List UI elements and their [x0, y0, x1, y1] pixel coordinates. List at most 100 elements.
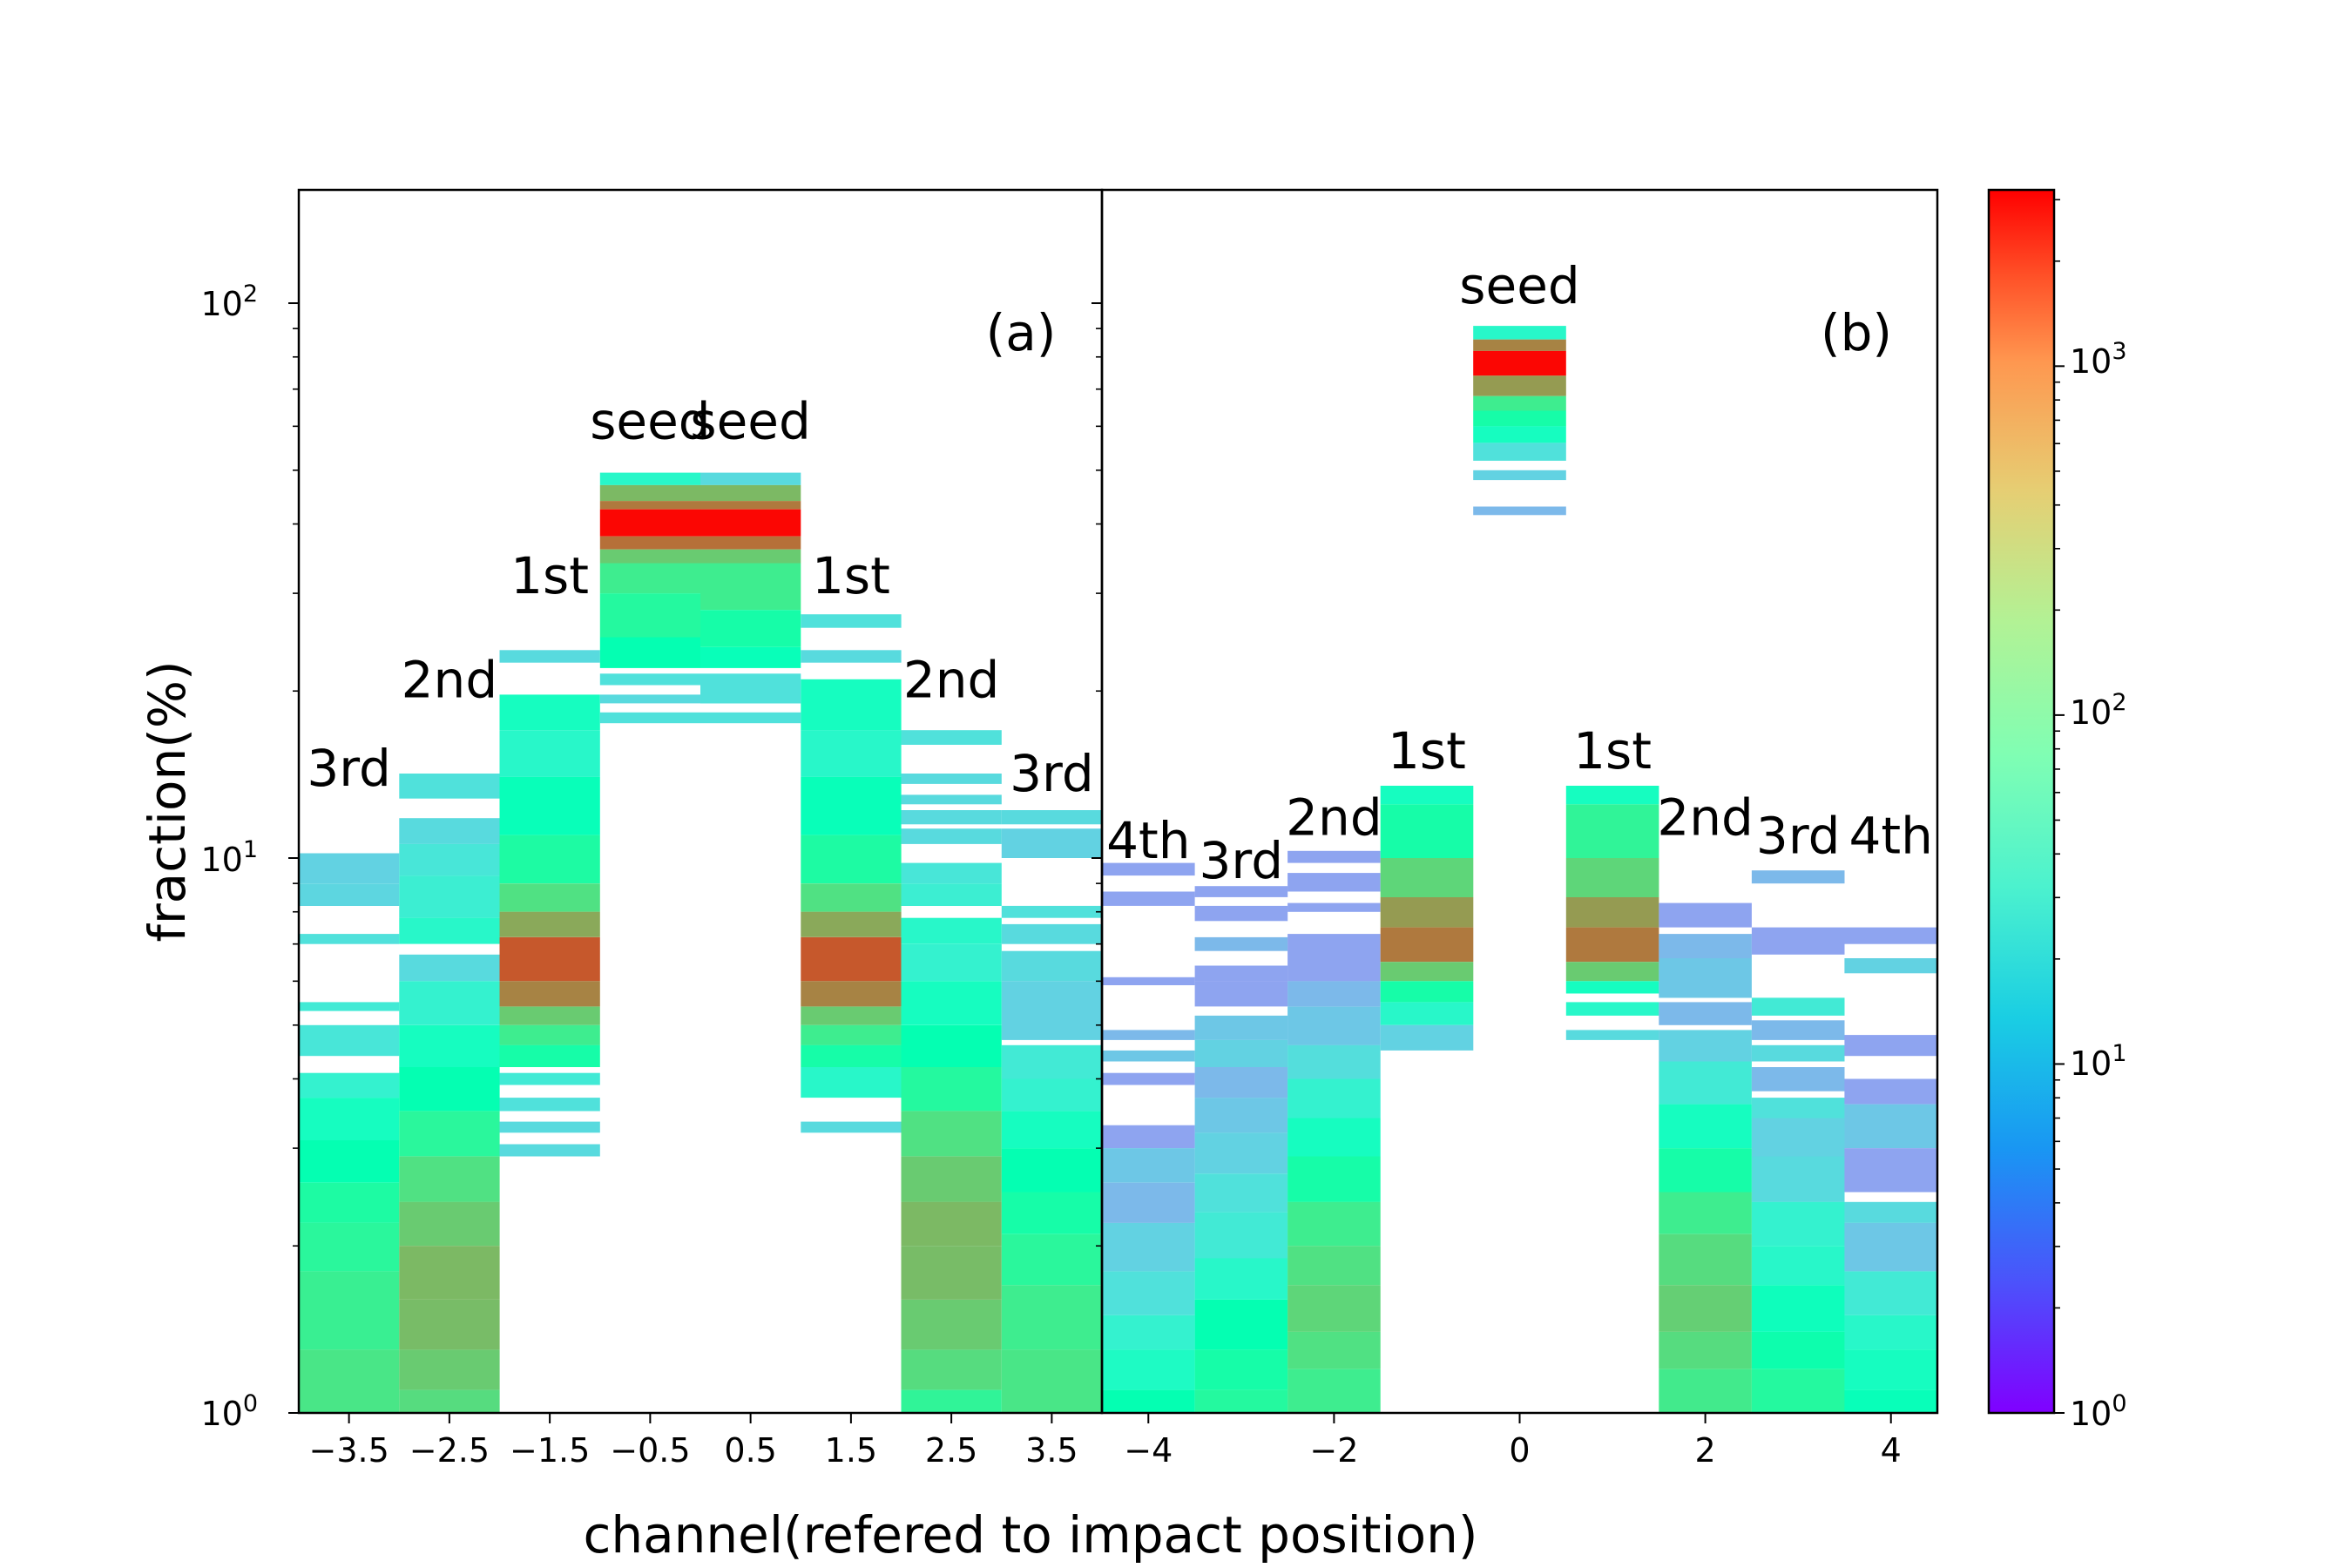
panel-b-cell-col2-seg13 — [1288, 1331, 1381, 1369]
colorbar-tick-label: 102 — [2070, 689, 2127, 732]
panel-b-cell-col0-seg6 — [1102, 1125, 1195, 1149]
panel-b-cell-col5-seg0 — [1565, 786, 1659, 805]
panel-b-cell-col3-seg5 — [1380, 962, 1474, 982]
panel-b-cell-col2-seg11 — [1288, 1246, 1381, 1286]
panel-a-cell-col0-seg4 — [299, 1024, 400, 1057]
panel-b-column-label: 2nd — [1657, 788, 1753, 848]
panel-b-cell-col4-seg1 — [1473, 339, 1566, 351]
panel-a-cell-col0-seg2 — [299, 934, 400, 944]
panel-b-cell-col3-seg6 — [1380, 981, 1474, 1003]
panel-b-cell-col0-seg7 — [1102, 1148, 1195, 1183]
panel-a-cell-col6-seg10 — [901, 1024, 1002, 1067]
panel-a-cell-col0-seg7 — [299, 1140, 400, 1183]
panel-b-column-label: 4th — [1848, 807, 1932, 866]
panel-b-cell-col2-seg7 — [1288, 1078, 1381, 1119]
panel-b-cell-col2-seg1 — [1288, 873, 1381, 892]
panel-b-column-label: 1st — [1388, 721, 1466, 781]
panel-b-cell-col1-seg10 — [1194, 1173, 1288, 1213]
y-axis-title: fraction(%) — [138, 660, 197, 942]
panel-b-column-label: 3rd — [1756, 807, 1841, 866]
panel-b-cell-col2-seg4 — [1288, 981, 1381, 1007]
panel-b-cell-col8-seg0 — [1844, 927, 1937, 944]
panel-a-cell-col7-seg9 — [1001, 1148, 1103, 1193]
panel-a-heatmap — [299, 472, 1103, 1413]
panel-a-cell-col1-seg12 — [399, 1246, 500, 1300]
panel-b-cell-col1-seg9 — [1194, 1132, 1288, 1174]
panel-a-cell-col2-seg6 — [499, 911, 600, 937]
panel-b-cell-col6-seg10 — [1659, 1285, 1752, 1332]
panel-b-cell-col0-seg8 — [1102, 1182, 1195, 1223]
panel-a-x-tick-label: −3.5 — [308, 1431, 389, 1470]
panel-a-cell-col6-seg5 — [901, 862, 1002, 884]
panel-b-cell-col3-seg8 — [1380, 1024, 1474, 1051]
panel-b-cell-col0-seg9 — [1102, 1222, 1195, 1272]
panel-a-column-label: seed — [590, 392, 710, 451]
panel-a-cell-col7-seg13 — [1001, 1349, 1103, 1413]
panel-a-cell-col7-seg0 — [1001, 810, 1103, 825]
panel-a-cell-col6-seg11 — [901, 1067, 1002, 1112]
panel-a-cell-col6-seg9 — [901, 981, 1002, 1025]
panel-b-cell-col7-seg12 — [1751, 1331, 1845, 1369]
panel-b-cell-col1-seg8 — [1194, 1098, 1288, 1133]
panel-b-cell-col2-seg5 — [1288, 1006, 1381, 1045]
panel-b-cell-col1-seg7 — [1194, 1067, 1288, 1098]
panel-b-cell-col2-seg12 — [1288, 1285, 1381, 1332]
panel-b-label: (b) — [1821, 303, 1892, 362]
panel-a-cell-col6-seg2 — [901, 794, 1002, 805]
panel-b-cell-col1-seg5 — [1194, 1015, 1288, 1040]
panel-b-cell-col5-seg6 — [1565, 981, 1659, 994]
panel-a-column-label: 3rd — [307, 739, 391, 798]
panel-a-column-label: 3rd — [1010, 744, 1094, 803]
panel-b-cell-col4-seg4 — [1473, 395, 1566, 411]
panel-b-cell-col8-seg5 — [1844, 1148, 1937, 1193]
panel-b-cell-col1-seg11 — [1194, 1212, 1288, 1259]
panel-b-cell-col4-seg2 — [1473, 350, 1566, 376]
panel-a-column-label: 1st — [812, 546, 890, 605]
panel-b-cell-col8-seg9 — [1844, 1315, 1937, 1350]
panel-a-column-label: 2nd — [402, 650, 497, 709]
panel-b-cell-col6-seg5 — [1659, 1061, 1752, 1105]
panel-b-cell-col1-seg12 — [1194, 1258, 1288, 1300]
colorbar-tick-label: 100 — [2070, 1390, 2127, 1433]
colorbar-ticks — [2054, 199, 2065, 1414]
panel-b-cell-col5-seg4 — [1565, 927, 1659, 963]
panel-a-cell-col3-seg9 — [599, 673, 701, 686]
panel-a-cell-col6-seg15 — [901, 1246, 1002, 1300]
panel-a-cell-col4-seg8 — [700, 646, 801, 668]
colorbar-frame — [1987, 188, 2056, 1415]
panel-a-cell-col0-seg11 — [299, 1349, 400, 1413]
panel-a-cell-col7-seg7 — [1001, 1078, 1103, 1112]
panel-a-cell-col4-seg2 — [700, 501, 801, 510]
panel-b-cell-col2-seg3 — [1288, 934, 1381, 982]
panel-b-cell-col7-seg5 — [1751, 1067, 1845, 1092]
panel-b-cell-col0-seg11 — [1102, 1315, 1195, 1350]
panel-a-column-label: 1st — [510, 546, 589, 605]
panel-b-cell-col7-seg9 — [1751, 1201, 1845, 1247]
panel-a-cell-col2-seg14 — [499, 1121, 600, 1133]
panel-b-cell-col0-seg5 — [1102, 1072, 1195, 1085]
panel-b-cell-col7-seg8 — [1751, 1156, 1845, 1202]
colorbar: 100 101 102 103 — [1987, 188, 2127, 1433]
panel-a-cell-col5-seg9 — [801, 981, 902, 1007]
panel-a-x-tick-label: −0.5 — [610, 1431, 690, 1470]
panel-a-cell-col3-seg5 — [599, 549, 701, 564]
panel-b-cell-col3-seg1 — [1380, 804, 1474, 858]
panel-a-x-tick-label: 0.5 — [724, 1431, 776, 1470]
panel-b-x-tick-label: 2 — [1695, 1431, 1716, 1470]
panel-b-cell-col4-seg6 — [1473, 426, 1566, 443]
panel-a-cell-col2-seg9 — [499, 1006, 600, 1025]
panel-a-cell-col6-seg18 — [901, 1389, 1002, 1413]
panel-a-cell-col5-seg6 — [801, 883, 902, 912]
panel-a-cell-col3-seg0 — [599, 472, 701, 485]
panel-b-cell-col3-seg2 — [1380, 858, 1474, 897]
panel-a-cell-col5-seg10 — [801, 1006, 902, 1025]
panel-a-cell-col4-seg10 — [700, 712, 801, 724]
panel-b-cell-col4-seg0 — [1473, 326, 1566, 340]
panel-b-cell-col3-seg4 — [1380, 927, 1474, 963]
panel-a-cell-col1-seg11 — [399, 1201, 500, 1247]
panel-a-column-label: 2nd — [903, 650, 999, 709]
panel-a-cell-col0-seg6 — [299, 1098, 400, 1140]
panel-b-cell-col5-seg1 — [1565, 804, 1659, 858]
panel-b-cell-col1-seg3 — [1194, 965, 1288, 982]
panel-b-cell-col2-seg2 — [1288, 902, 1381, 912]
